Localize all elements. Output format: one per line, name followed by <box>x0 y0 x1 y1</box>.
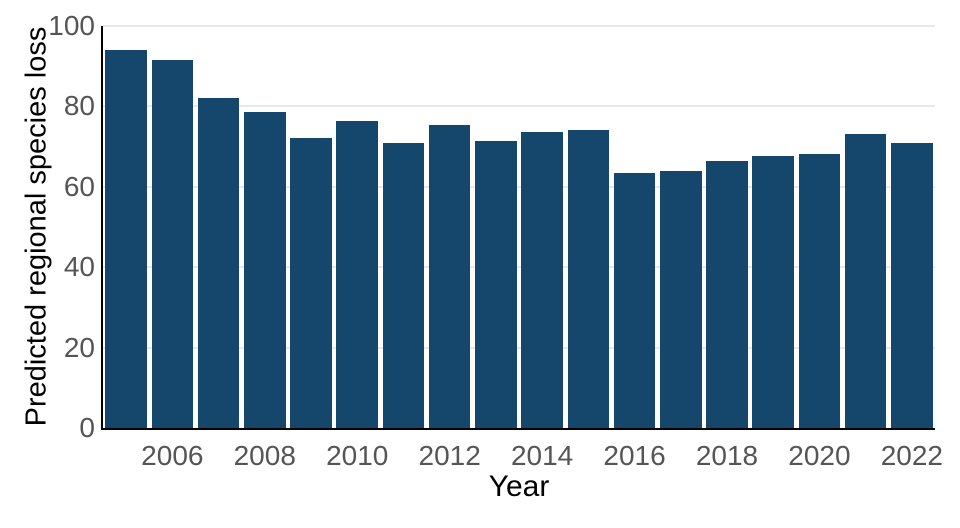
x-axis-line <box>101 428 935 430</box>
x-tick-2006: 2006 <box>141 440 204 471</box>
bar-2018 <box>706 161 748 428</box>
x-axis-label: Year <box>488 470 550 503</box>
gridline-y-60 <box>103 185 935 188</box>
bar-2005 <box>105 50 147 428</box>
plot-area <box>103 25 935 428</box>
y-tick-100: 100 <box>48 10 95 41</box>
bar-2007 <box>197 98 240 428</box>
bar-2014 <box>521 131 563 428</box>
bar-2020 <box>798 153 841 428</box>
bar-2012 <box>428 125 471 428</box>
x-tick-2020: 2020 <box>788 440 851 471</box>
y-tick-60: 60 <box>63 170 95 202</box>
y-axis-label: Predicted regional species loss <box>20 26 53 427</box>
y-tick-0: 0 <box>79 412 95 443</box>
gridline-y-80 <box>103 105 935 108</box>
gridline-y-20 <box>103 346 935 349</box>
bar-2022 <box>891 143 933 428</box>
gridline-y-100 <box>103 25 935 28</box>
x-tick-2018: 2018 <box>695 440 759 471</box>
bar-2021 <box>844 134 887 428</box>
bar-2013 <box>475 141 517 428</box>
bar-2008 <box>244 111 286 428</box>
x-tick-2016: 2016 <box>603 440 666 471</box>
x-tick-2012: 2012 <box>418 440 481 471</box>
bar-2015 <box>567 130 610 428</box>
bar-2016 <box>613 172 656 428</box>
bar-2009 <box>290 138 332 428</box>
y-tick-20: 20 <box>63 331 95 363</box>
x-tick-2014: 2014 <box>510 440 574 471</box>
bar-2017 <box>660 170 702 428</box>
x-tick-2022: 2022 <box>880 440 944 471</box>
x-tick-2010: 2010 <box>326 440 389 471</box>
gridline-y-40 <box>103 266 935 269</box>
x-tick-2008: 2008 <box>233 440 296 471</box>
y-tick-40: 40 <box>63 251 95 283</box>
bar-2006 <box>151 60 194 428</box>
y-axis-line <box>101 26 103 430</box>
bar-2011 <box>382 143 425 428</box>
bar-2019 <box>752 155 794 428</box>
y-tick-80: 80 <box>63 90 95 122</box>
bar-2010 <box>336 121 378 428</box>
